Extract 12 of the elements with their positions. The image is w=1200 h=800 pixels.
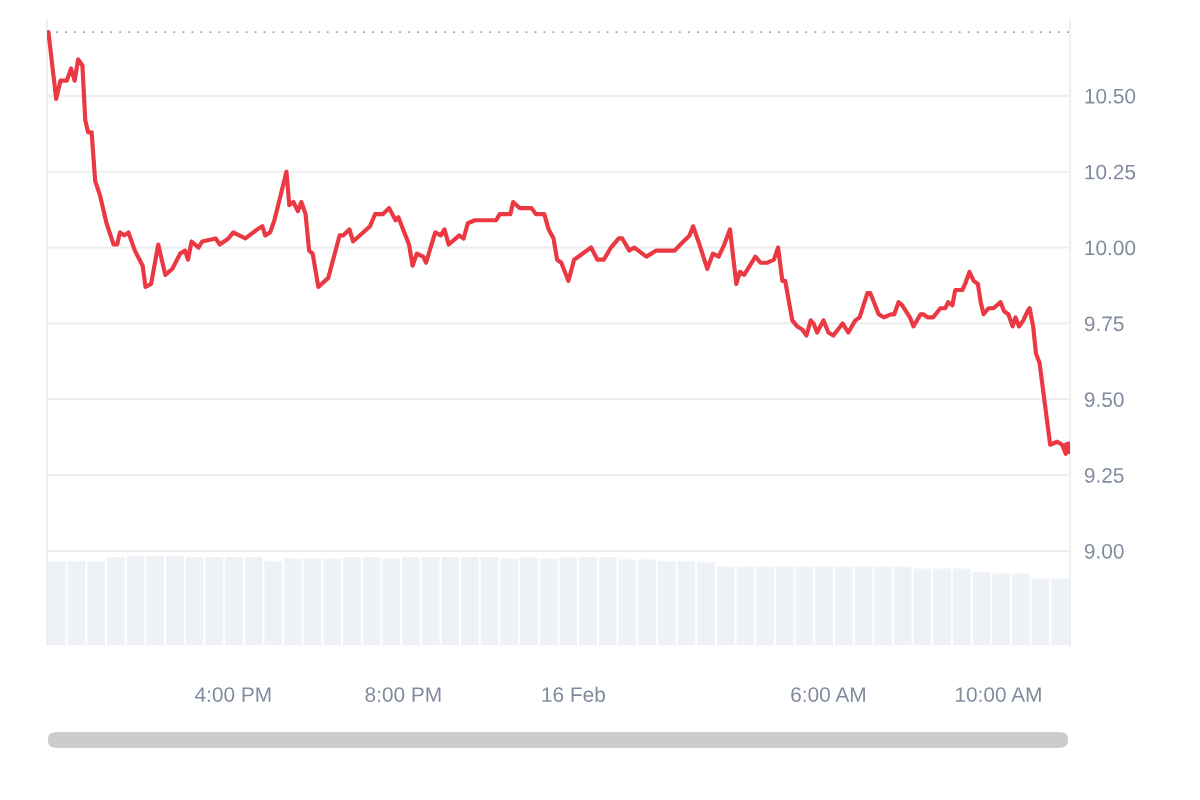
- y-tick-label: 9.75: [1084, 316, 1124, 332]
- x-tick-label: 8:00 PM: [365, 687, 441, 702]
- y-tick-label: 9.25: [1084, 468, 1124, 483]
- y-tick-label: 9.50: [1084, 392, 1124, 407]
- y-tick-label: 10.50: [1085, 88, 1136, 104]
- y-tick-label: 9.00: [1084, 543, 1124, 559]
- x-tick-label: 6:00 AM: [791, 687, 865, 702]
- y-tick-label: 10.25: [1085, 164, 1136, 180]
- x-tick-label: 16 Feb: [542, 686, 605, 702]
- x-tick-label: 4:00 PM: [195, 687, 271, 702]
- y-tick-label: 10.00: [1085, 240, 1136, 256]
- x-tick-label: 10:00 AM: [956, 687, 1041, 702]
